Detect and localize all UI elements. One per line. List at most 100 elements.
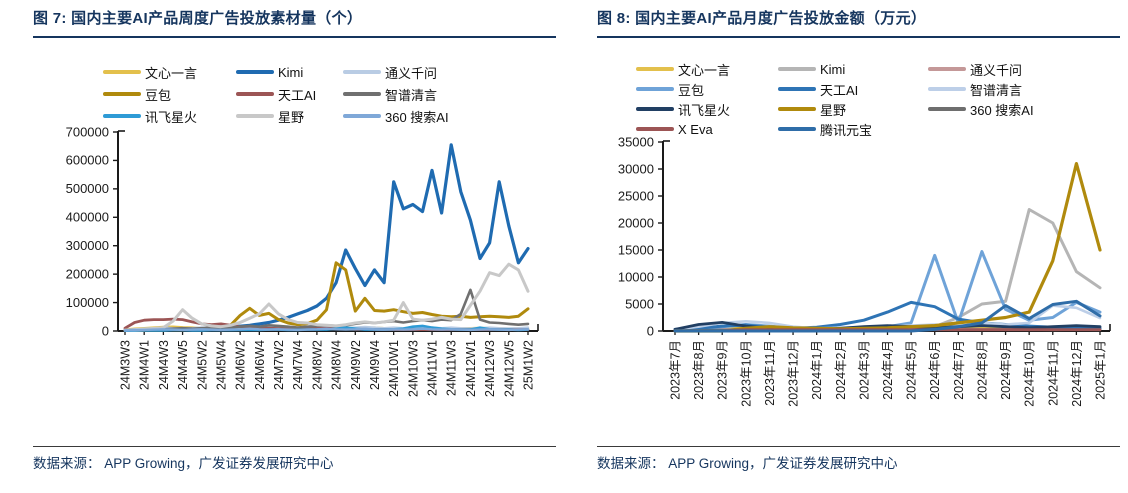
legend-item-Kimi: Kimi bbox=[236, 61, 343, 83]
legend-item-天工AI: 天工AI bbox=[236, 83, 343, 105]
legend-swatch-豆包 bbox=[636, 87, 674, 91]
x-tick-label: 2024年11月 bbox=[1046, 340, 1060, 406]
y-tick-label: 25000 bbox=[618, 188, 654, 203]
legend-item-通义千问: 通义千问 bbox=[928, 59, 1103, 79]
x-tick-label: 2024年4月 bbox=[881, 340, 895, 400]
legend-item-讯飞星火: 讯飞星火 bbox=[103, 105, 236, 127]
x-tick-label: 2023年8月 bbox=[692, 340, 706, 400]
x-tick-label: 2024年12月 bbox=[1070, 340, 1084, 407]
x-tick-label: 24M5W4 bbox=[214, 340, 228, 390]
x-tick-label: 2024年9月 bbox=[999, 340, 1013, 400]
y-tick-label: 300000 bbox=[66, 238, 109, 253]
figure-7-title-rule bbox=[33, 36, 556, 38]
legend-swatch-通义千问 bbox=[928, 67, 966, 71]
legend-label: 豆包 bbox=[145, 87, 172, 103]
series-line-360 搜索AI bbox=[123, 327, 530, 332]
x-tick-label: 24M6W4 bbox=[253, 340, 267, 390]
x-tick-label: 24M6W2 bbox=[234, 340, 248, 390]
legend-swatch-360 搜索AI bbox=[928, 107, 966, 111]
legend-swatch-讯飞星火 bbox=[636, 107, 674, 111]
legend-label: 讯飞星火 bbox=[678, 102, 731, 118]
legend-swatch-360 搜索AI bbox=[343, 114, 381, 118]
legend-item-Kimi: Kimi bbox=[778, 59, 928, 79]
legend-swatch-Kimi bbox=[778, 67, 816, 71]
legend-swatch-天工AI bbox=[778, 87, 816, 91]
series-line-星野 bbox=[123, 262, 530, 332]
legend-label: 360 搜索AI bbox=[385, 109, 449, 125]
x-tick-label: 24M9W4 bbox=[368, 340, 382, 390]
x-tick-label: 2024年1月 bbox=[810, 340, 824, 400]
legend-swatch-智谱清言 bbox=[928, 87, 966, 91]
legend-swatch-通义千问 bbox=[343, 70, 381, 74]
y-tick-label: 20000 bbox=[618, 215, 654, 230]
y-tick-label: 500000 bbox=[66, 181, 109, 196]
y-tick-label: 400000 bbox=[66, 210, 109, 225]
legend-item-360 搜索AI: 360 搜索AI bbox=[343, 105, 498, 127]
series-line-星野 bbox=[673, 161, 1102, 333]
legend-label: 天工AI bbox=[278, 87, 317, 103]
y-tick-label: 600000 bbox=[66, 153, 109, 168]
legend-item-智谱清言: 智谱清言 bbox=[928, 79, 1103, 99]
legend-label: Kimi bbox=[820, 61, 846, 77]
x-tick-label: 2024年5月 bbox=[905, 340, 919, 400]
legend-swatch-智谱清言 bbox=[343, 92, 381, 96]
y-tick-label: 10000 bbox=[618, 269, 654, 284]
legend-label: 星野 bbox=[820, 102, 847, 118]
legend-label: 智谱清言 bbox=[970, 82, 1023, 98]
legend-swatch-文心一言 bbox=[103, 70, 141, 74]
legend-label: 讯飞星火 bbox=[145, 109, 198, 125]
y-tick-label: 0 bbox=[102, 323, 109, 338]
legend-label: 通义千问 bbox=[970, 62, 1023, 78]
figure-7-source: 数据来源： APP Growing，广发证券发展研究中心 bbox=[33, 456, 334, 471]
legend-item-通义千问: 通义千问 bbox=[343, 61, 498, 83]
legend-swatch-星野 bbox=[236, 114, 274, 118]
x-tick-label: 2023年9月 bbox=[716, 340, 730, 400]
figure-8-title: 图 8: 国内主要AI产品月度广告投放金额（万元） bbox=[597, 10, 927, 27]
legend-label: 文心一言 bbox=[145, 65, 198, 81]
legend-label: X Eva bbox=[678, 121, 713, 137]
figure-7-panel: 图 7: 国内主要AI产品周度广告投放素材量（个） 文心一言 Kimi 通义千问 豆包… bbox=[33, 10, 556, 471]
legend-label: Kimi bbox=[278, 64, 304, 80]
legend-label: 智谱清言 bbox=[385, 87, 438, 103]
legend-item-智谱清言: 智谱清言 bbox=[343, 83, 498, 105]
figure-7-chart: 0 100000 200000 300000 400000 500000 600000 700… bbox=[66, 125, 539, 397]
legend-item-文心一言: 文心一言 bbox=[636, 59, 778, 79]
legend-label: 天工AI bbox=[820, 82, 859, 98]
x-tick-label: 24M7W2 bbox=[272, 340, 286, 390]
figure-7-legend: 文心一言 Kimi 通义千问豆包 天工AI 智谱清言讯飞星火 星野 360 搜索AI bbox=[103, 61, 498, 127]
legend-item-腾讯元宝: 腾讯元宝 bbox=[778, 119, 928, 139]
x-tick-label: 24M8W4 bbox=[330, 340, 344, 390]
legend-label: 通义千问 bbox=[385, 65, 438, 81]
x-tick-label: 24M3W3 bbox=[119, 340, 133, 390]
x-tick-label: 2024年2月 bbox=[834, 340, 848, 400]
x-tick-label: 24M12W5 bbox=[502, 340, 516, 397]
y-tick-label: 15000 bbox=[618, 242, 654, 257]
legend-swatch-X Eva bbox=[636, 127, 674, 131]
figure-8-panel: 图 8: 国内主要AI产品月度广告投放金额（万元） 文心一言 Kimi 通义千问豆包… bbox=[564, 0, 1128, 493]
x-tick-label: 24M11W1 bbox=[426, 340, 440, 396]
figure-8-title-rule bbox=[597, 36, 1120, 38]
legend-swatch-Kimi bbox=[236, 70, 274, 74]
x-tick-label: 2024年10月 bbox=[1023, 340, 1037, 407]
x-tick-label: 24M5W2 bbox=[195, 340, 209, 390]
legend-item-豆包: 豆包 bbox=[103, 83, 236, 105]
legend-label: 星野 bbox=[278, 109, 305, 125]
x-tick-label: 2023年10月 bbox=[739, 340, 753, 407]
y-tick-label: 30000 bbox=[618, 161, 654, 176]
figure-7-source-rule bbox=[33, 446, 556, 447]
x-tick-label: 24M9W2 bbox=[349, 340, 363, 390]
legend-label: 豆包 bbox=[678, 82, 705, 98]
x-tick-label: 24M12W1 bbox=[464, 340, 478, 397]
figure-8-legend: 文心一言 Kimi 通义千问豆包 天工AI 智谱清言讯飞星火 星野 360 搜索AI X Ev… bbox=[636, 59, 1103, 139]
legend-swatch-豆包 bbox=[103, 92, 141, 96]
legend-swatch-腾讯元宝 bbox=[778, 127, 816, 131]
x-tick-label: 2024年8月 bbox=[975, 340, 989, 400]
legend-item-星野: 星野 bbox=[236, 105, 343, 127]
legend-item-360 搜索AI: 360 搜索AI bbox=[928, 99, 1103, 119]
y-tick-label: 5000 bbox=[625, 296, 654, 311]
legend-swatch-文心一言 bbox=[636, 67, 674, 71]
legend-item-天工AI: 天工AI bbox=[778, 79, 928, 99]
x-tick-label: 24M4W5 bbox=[176, 340, 190, 390]
x-tick-label: 24M4W3 bbox=[157, 340, 171, 390]
